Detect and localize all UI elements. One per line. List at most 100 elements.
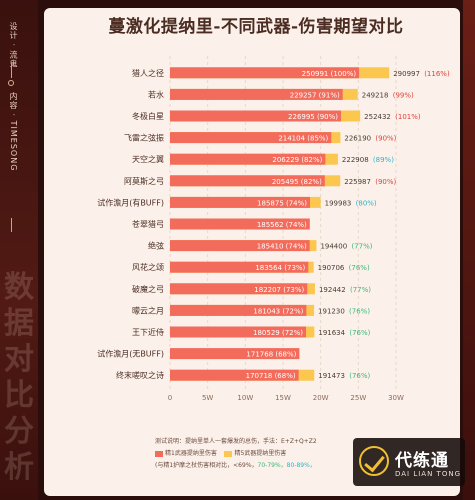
r1-bar [170, 67, 360, 79]
r1-bar [170, 110, 342, 122]
r5-pct-label: (76%) [349, 372, 370, 380]
r1-bar [170, 88, 343, 100]
r5-data-label: 226190 [344, 135, 371, 143]
r1-data-label: 205495 (82%) [272, 178, 322, 186]
notes-cyan: 80-89%， [286, 462, 316, 469]
r1-bar [170, 326, 306, 338]
r1-data-label: 229257 (91%) [290, 91, 340, 99]
r5-data-label: 199983 [325, 199, 352, 207]
r1-data-label: 250991 (100%) [302, 70, 357, 78]
r5-pct-label: (77%) [351, 243, 372, 251]
sidebar-divider [11, 64, 12, 78]
category-label: 试作澹月(无BUFF) [97, 349, 164, 359]
r1-data-label: 180529 (72%) [253, 329, 303, 337]
notes-line-1: 测试说明：提纳里单人一套爆发的总伤，手法：E+Z+Q+Z2 [155, 438, 317, 445]
sidebar-divider [11, 218, 12, 232]
right-border [463, 0, 475, 500]
legend-label-r1: 精1武器提纳里伤害 [165, 450, 217, 457]
r1-data-label: 182207 (73%) [254, 286, 304, 294]
r5-pct-label: (101%) [395, 113, 421, 121]
r5-data-label: 252432 [364, 113, 391, 121]
dailiantong-logo: 代练通 DAI LIAN TONG [353, 438, 465, 486]
x-tick-label: 20W [313, 394, 329, 402]
r1-data-label: 171768 (68%) [246, 351, 296, 359]
r5-data-label: 222908 [342, 156, 369, 164]
r5-data-label: 191634 [318, 329, 345, 337]
r1-bar [170, 153, 326, 165]
r5-pct-label: (90%) [375, 135, 396, 143]
r5-pct-label: (116%) [424, 70, 450, 78]
x-tick-label: 0 [168, 394, 172, 402]
r5-data-label: 192442 [319, 286, 346, 294]
chart-title: 蔓激化提纳里-不同武器-伤害期望对比 [108, 17, 404, 37]
r5-pct-label: (89%) [373, 156, 394, 164]
x-tick-label: 30W [388, 394, 404, 402]
x-tick-label: 25W [350, 394, 366, 402]
notes-line-3: (与精1护摩之杖伤害相对比，<69%，70-79%，80-89%， [155, 460, 405, 472]
legend-swatch-r5 [224, 450, 233, 457]
legend-swatch-r1 [155, 450, 163, 457]
category-label: 破魔之弓 [132, 284, 164, 294]
r1-bar [170, 348, 300, 360]
logo-text-en: DAI LIAN TONG [395, 470, 462, 478]
notes-prefix: (与精1护摩之杖伤害相对比，<69%， [155, 462, 258, 469]
legend: 精1武器提纳里伤害 精5武器提纳里伤害 [155, 448, 405, 460]
category-label: 阿莫斯之弓 [124, 176, 164, 186]
x-tick-label: 10W [237, 394, 253, 402]
category-label: 苍翠猎弓 [132, 219, 164, 229]
r5-pct-label: (90%) [375, 178, 396, 186]
r1-bar [170, 283, 308, 295]
r5-pct-label: (80%) [356, 199, 377, 207]
r1-data-label: 181043 (72%) [253, 307, 303, 315]
r5-pct-label: (76%) [349, 329, 370, 337]
r1-bar [170, 304, 307, 316]
r1-data-label: 185875 (74%) [257, 199, 307, 207]
category-label: 终末嗟叹之诗 [116, 370, 164, 380]
category-label: 若水 [148, 89, 164, 99]
r5-pct-label: (99%) [393, 91, 414, 99]
r1-bar [170, 175, 325, 187]
sidebar-top-text: 设计 · 流鬼 [9, 22, 18, 69]
r5-pct-label: (77%) [350, 286, 371, 294]
r1-data-label: 183564 (73%) [255, 264, 305, 272]
r1-data-label: 170718 (68%) [246, 372, 296, 380]
r1-bar [170, 261, 309, 273]
chart-notes: 测试说明：提纳里单人一套爆发的总伤，手法：E+Z+Q+Z2 精1武器提纳里伤害 … [155, 436, 405, 472]
r5-data-label: 191230 [318, 307, 345, 315]
x-tick-label: 5W [202, 394, 213, 402]
r1-data-label: 206229 (82%) [272, 156, 322, 164]
category-label: 飞雷之弦振 [124, 133, 164, 143]
r5-data-label: 225987 [344, 178, 371, 186]
r5-data-label: 249218 [362, 91, 389, 99]
logo-text-cn: 代练通 [395, 451, 449, 471]
r5-pct-label: (76%) [349, 307, 370, 315]
sidebar-diamond-icon [8, 80, 14, 86]
category-label: 王下近侍 [132, 327, 164, 337]
r1-bar [170, 218, 310, 230]
category-label: 猎人之径 [132, 68, 164, 78]
r5-data-label: 290997 [393, 70, 420, 78]
category-label: 风花之颂 [132, 262, 164, 272]
r1-bar [170, 240, 310, 252]
r5-pct-label: (76%) [349, 264, 370, 272]
category-label: 冬极白星 [132, 111, 164, 121]
r5-data-label: 191473 [318, 372, 345, 380]
sidebar-bottom-text: 内容 · TIMESONG [9, 92, 18, 172]
r5-data-label: 194400 [320, 243, 347, 251]
category-label: 天空之翼 [132, 154, 164, 164]
r5-data-label: 190706 [318, 264, 345, 272]
r1-bar [170, 196, 311, 208]
notes-green: 70-79%， [257, 462, 287, 469]
r1-bar [170, 132, 332, 144]
r1-data-label: 226995 (90%) [288, 113, 338, 121]
category-label: 试作澹月(有BUFF) [97, 197, 164, 207]
checkmark-logo-icon [359, 446, 389, 476]
category-label: 曚云之月 [132, 305, 164, 315]
r1-data-label: 214104 (85%) [278, 135, 328, 143]
r1-bar [170, 369, 299, 381]
legend-label-r5: 精5武器提纳里伤害 [234, 450, 287, 457]
r1-data-label: 185562 (74%) [257, 221, 307, 229]
category-label: 绝弦 [148, 241, 164, 251]
x-tick-label: 15W [275, 394, 291, 402]
